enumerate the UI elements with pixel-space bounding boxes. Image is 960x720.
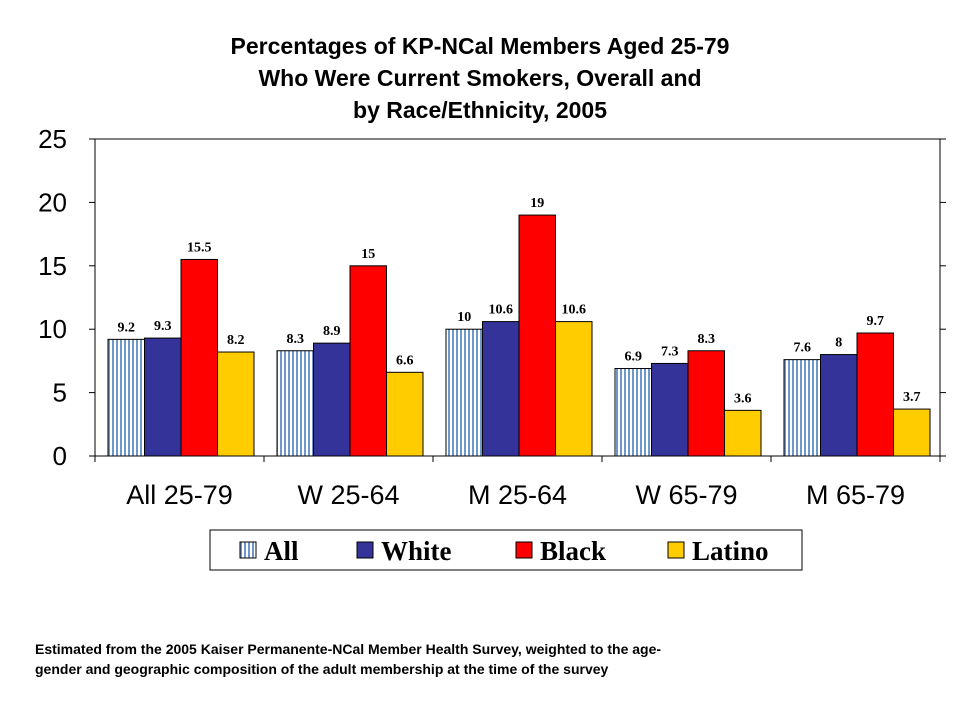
legend-swatch-white (356, 541, 374, 559)
data-label-latino: 8.2 (227, 333, 245, 348)
bar-all-1 (276, 350, 314, 457)
bar-white-1 (313, 342, 351, 457)
bar-black-1 (349, 265, 387, 457)
legend-label-all: All (264, 536, 299, 566)
bar-black-2 (518, 214, 556, 457)
legend-swatch-black (515, 541, 533, 559)
y-tick-label: 25 (38, 124, 67, 154)
bar-all-3 (614, 368, 652, 457)
plot-area: 0 5 10 15 20 25 9.2 9.3 15.5 8.2 All 25-79 8.3 8.9 15… (38, 124, 946, 510)
footnote-line-1: Estimated from the 2005 Kaiser Permanent… (35, 641, 662, 657)
x-category-label: W 25-64 (297, 480, 399, 510)
chart-title-line-2: Who Were Current Smokers, Overall and (258, 65, 702, 91)
y-tick-label: 0 (53, 441, 67, 471)
chart-title-line-3: by Race/Ethnicity, 2005 (353, 97, 607, 123)
data-label-all: 8.3 (287, 332, 305, 347)
x-category-label: W 65-79 (635, 480, 737, 510)
bar-white-3 (651, 362, 689, 457)
data-label-latino: 3.7 (903, 390, 921, 405)
y-tick-label: 5 (53, 378, 67, 408)
bar-black-3 (687, 350, 725, 457)
data-label-white: 9.3 (154, 319, 172, 334)
bar-white-4 (820, 354, 858, 457)
footnote: Estimated from the 2005 Kaiser Permanent… (35, 639, 915, 679)
data-label-black: 15 (361, 247, 375, 262)
data-label-black: 15.5 (187, 240, 212, 255)
data-label-latino: 10.6 (562, 303, 587, 318)
footnote-line-2: gender and geographic composition of the… (35, 661, 609, 677)
bar-latino-2 (555, 321, 593, 457)
legend-label-white: White (381, 536, 452, 566)
bar-black-0 (180, 258, 218, 457)
data-label-black: 8.3 (698, 332, 716, 347)
bar-latino-0 (217, 351, 255, 457)
legend-swatch-all (239, 541, 257, 559)
bar-all-2 (445, 328, 483, 457)
bar-latino-4 (893, 408, 931, 457)
bar-all-0 (107, 338, 145, 457)
data-label-latino: 6.6 (396, 353, 414, 368)
data-label-white: 8 (835, 336, 842, 351)
bar-white-2 (482, 321, 520, 457)
data-label-all: 10 (457, 310, 471, 325)
y-tick-label: 15 (38, 251, 67, 281)
chart-title: Percentages of KP-NCal Members Aged 25-7… (90, 30, 870, 126)
chart-title-line-1: Percentages of KP-NCal Members Aged 25-7… (230, 33, 730, 59)
data-label-latino: 3.6 (734, 391, 752, 406)
y-tick-label: 10 (38, 314, 67, 344)
data-label-white: 10.6 (489, 303, 514, 318)
legend-label-black: Black (540, 536, 606, 566)
y-tick-label: 20 (38, 187, 67, 217)
legend-box (209, 529, 803, 571)
bar-black-4 (856, 332, 894, 457)
bar-latino-3 (724, 409, 762, 457)
data-label-white: 8.9 (323, 324, 341, 339)
legend-label-latino: Latino (692, 536, 769, 566)
bar-white-0 (144, 337, 182, 457)
bar-all-4 (783, 359, 821, 457)
data-label-white: 7.3 (661, 344, 679, 359)
bar-latino-1 (386, 371, 424, 457)
legend-swatch-latino (667, 541, 685, 559)
x-category-label: M 65-79 (806, 480, 905, 510)
data-label-black: 9.7 (867, 314, 885, 329)
data-label-all: 9.2 (118, 320, 136, 335)
x-category-label: All 25-79 (126, 480, 233, 510)
x-category-label: M 25-64 (468, 480, 567, 510)
data-label-all: 6.9 (625, 350, 643, 365)
data-label-black: 19 (530, 196, 544, 211)
data-label-all: 7.6 (794, 341, 812, 356)
legend: All White Black Latino (209, 529, 803, 571)
